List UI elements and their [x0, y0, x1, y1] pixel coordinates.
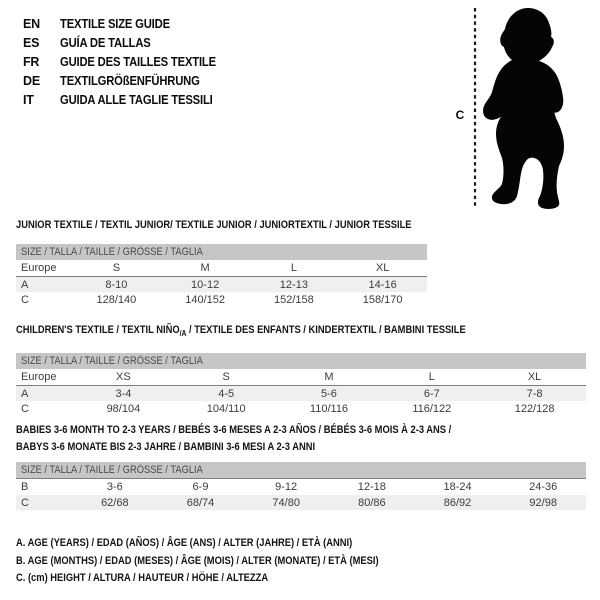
table-row: Europe S M L XL — [16, 260, 427, 277]
size-header-bar: SIZE / TALLA / TAILLE / GRÖSSE / TAGLIA — [16, 462, 586, 479]
table-cell: 12-18 — [357, 481, 386, 493]
childrens-textile-section: CHILDREN'S TEXTILE / TEXTIL NIÑO/A / TEX… — [16, 322, 586, 416]
row-label: A — [21, 387, 29, 400]
table-cell: 24-36 — [529, 481, 558, 493]
language-code: ES — [23, 35, 40, 50]
table-row: Europe XS S M L XL — [16, 369, 586, 387]
childrens-size-table: SIZE / TALLA / TAILLE / GRÖSSE / TAGLIA … — [16, 353, 586, 416]
table-cell: 12-13 — [279, 278, 308, 291]
table-cell: 80/86 — [358, 496, 386, 509]
size-header-bar: SIZE / TALLA / TAILLE / GRÖSSE / TAGLIA — [16, 353, 586, 370]
table-cell: 128/140 — [96, 293, 137, 306]
table-row: B 3-6 6-9 9-12 12-18 18-24 24-36 — [16, 479, 586, 495]
language-row-es: ES GUÍA DE TALLAS — [23, 33, 233, 52]
table-cell: 14-16 — [368, 278, 397, 291]
toddler-silhouette-path — [483, 8, 564, 209]
table-row: C 98/104 104/110 110/116 116/122 122/128 — [16, 401, 586, 416]
table-cell: 6-9 — [192, 481, 209, 493]
nino-a-subscript: /A — [179, 329, 187, 339]
height-measure-figure: C — [440, 0, 600, 220]
column-header: L — [428, 371, 435, 384]
column-header: XL — [375, 262, 390, 274]
table-cell: 98/104 — [106, 402, 141, 415]
junior-table-title: JUNIOR TEXTILE / TEXTIL JUNIOR/ TEXTILE … — [16, 219, 412, 231]
table-cell: 62/68 — [101, 496, 129, 509]
guide-title-en: TEXTILE SIZE GUIDE — [60, 16, 170, 31]
babies-size-table: SIZE / TALLA / TAILLE / GRÖSSE / TAGLIA … — [16, 462, 586, 510]
table-cell: 7-8 — [526, 387, 543, 400]
table-cell: 86/92 — [443, 496, 472, 509]
toddler-silhouette-icon — [473, 8, 564, 209]
babies-table-title-line1: BABIES 3-6 MONTH TO 2-3 YEARS / BEBÉS 3-… — [16, 424, 452, 436]
guide-title-es: GUÍA DE TALLAS — [60, 35, 151, 50]
language-row-de: DE TEXTILGRÖßENFÜHRUNG — [23, 71, 233, 90]
column-header: S — [222, 371, 230, 384]
table-cell: 10-12 — [191, 278, 220, 291]
table-cell: 92/98 — [529, 496, 557, 509]
note-age-years: A. AGE (YEARS) / EDAD (AÑOS) / ÂGE (ANS)… — [16, 537, 353, 549]
table-row: C 62/68 68/74 74/80 80/86 86/92 92/98 — [16, 495, 586, 510]
region-label: Europe — [21, 371, 57, 384]
language-code: FR — [23, 54, 40, 69]
guide-title-de: TEXTILGRÖßENFÜHRUNG — [60, 73, 200, 88]
language-code: EN — [23, 16, 40, 31]
legend-notes: A. AGE (YEARS) / EDAD (AÑOS) / ÂGE (ANS)… — [16, 535, 443, 588]
table-cell: 152/158 — [273, 293, 314, 306]
table-cell: 104/110 — [206, 402, 246, 415]
table-row: C 128/140 140/152 152/158 158/170 — [16, 292, 427, 307]
table-cell: 3-6 — [106, 481, 123, 493]
junior-textile-section: JUNIOR TEXTILE / TEXTIL JUNIOR/ TEXTILE … — [16, 217, 427, 307]
row-label: A — [21, 278, 29, 291]
babies-table-title-line2: BABYS 3-6 MONATE BIS 2-3 JAHRE / BAMBINI… — [16, 441, 316, 453]
row-label: C — [21, 496, 29, 509]
row-label: B — [21, 481, 29, 493]
junior-size-table: SIZE / TALLA / TAILLE / GRÖSSE / TAGLIA … — [16, 244, 427, 307]
table-cell: 9-12 — [275, 481, 298, 493]
table-row: A 8-10 10-12 12-13 14-16 — [16, 277, 427, 292]
table-cell: 4-5 — [218, 387, 235, 400]
region-label: Europe — [21, 262, 57, 274]
table-cell: 74/80 — [272, 496, 300, 509]
column-header: M — [324, 371, 334, 384]
table-cell: 3-4 — [115, 387, 132, 400]
guide-title-fr: GUIDE DES TAILLES TEXTILE — [60, 54, 216, 69]
note-height-cm: C. (cm) HEIGHT / ALTURA / HAUTEUR / HÖHE… — [16, 572, 269, 584]
height-line-label: C — [455, 108, 465, 122]
table-cell: 140/152 — [185, 293, 225, 306]
row-label: C — [21, 402, 29, 415]
table-cell: 158/170 — [362, 293, 403, 306]
table-cell: 68/74 — [186, 496, 215, 509]
column-header: XL — [527, 371, 542, 384]
table-cell: 18-24 — [443, 481, 472, 493]
table-cell: 116/122 — [412, 402, 452, 415]
row-label: C — [21, 293, 29, 306]
column-header: XS — [116, 371, 131, 384]
language-row-it: IT GUIDA ALLE TAGLIE TESSILI — [23, 90, 233, 109]
language-code: DE — [23, 73, 40, 88]
note-age-months: B. AGE (MONTHS) / EDAD (MESES) / ÂGE (MO… — [16, 554, 379, 567]
guide-title-it: GUIDA ALLE TAGLIE TESSILI — [60, 92, 213, 107]
column-header: S — [112, 262, 121, 274]
language-code: IT — [23, 92, 34, 107]
table-cell: 110/116 — [309, 402, 349, 415]
table-cell: 6-7 — [423, 387, 440, 400]
table-cell: 122/128 — [514, 402, 555, 415]
table-cell: 5-6 — [321, 387, 337, 400]
table-cell: 8-10 — [105, 278, 128, 291]
language-title-list: EN TEXTILE SIZE GUIDE ES GUÍA DE TALLAS … — [23, 14, 233, 109]
column-header: M — [200, 262, 210, 274]
size-header-bar: SIZE / TALLA / TAILLE / GRÖSSE / TAGLIA — [16, 244, 427, 260]
table-row: A 3-4 4-5 5-6 6-7 7-8 — [16, 386, 586, 402]
babies-textile-section: BABIES 3-6 MONTH TO 2-3 YEARS / BEBÉS 3-… — [16, 422, 586, 510]
column-header: L — [290, 262, 297, 274]
childrens-table-title: CHILDREN'S TEXTILE / TEXTIL NIÑO/A / TEX… — [16, 324, 466, 339]
language-row-fr: FR GUIDE DES TAILLES TEXTILE — [23, 52, 233, 71]
language-row-en: EN TEXTILE SIZE GUIDE — [23, 14, 233, 33]
